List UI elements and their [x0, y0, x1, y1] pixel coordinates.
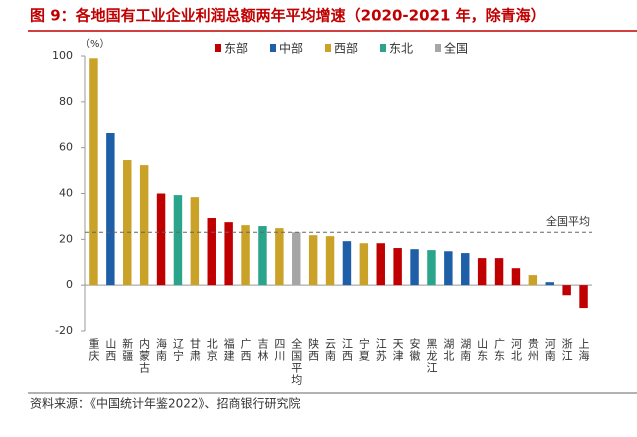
x-tick-label: 浙江	[560, 338, 573, 362]
legend-label: 西部	[334, 41, 358, 56]
x-tick-label: 云南	[324, 338, 337, 362]
y-tick-label: 60	[59, 141, 73, 154]
bar	[579, 285, 588, 309]
bar	[427, 250, 436, 286]
x-tick-label: 上海	[577, 338, 590, 362]
legend-swatch	[380, 44, 386, 52]
bar	[376, 243, 385, 286]
x-tick-label: 山东	[476, 338, 489, 362]
bar	[173, 195, 183, 286]
x-tick-label: 黑龙江	[425, 338, 438, 374]
x-tick-label: 重庆	[87, 337, 100, 362]
bar	[224, 222, 233, 286]
x-tick-label: 内蒙古	[138, 337, 151, 374]
y-tick-label: 20	[59, 232, 73, 245]
bar	[275, 228, 284, 286]
x-tick-label: 河南	[543, 338, 556, 362]
bar	[106, 133, 115, 286]
x-tick-label: 山西	[104, 338, 117, 362]
x-tick-label: 吉林	[256, 338, 269, 362]
bar	[292, 232, 301, 286]
bar	[545, 282, 554, 286]
x-tick-label: 湖南	[459, 338, 472, 362]
legend-swatch	[215, 44, 221, 52]
bar	[461, 253, 470, 286]
x-tick-label: 陕西	[307, 337, 320, 362]
bar	[89, 58, 98, 286]
x-tick-label: 甘肃	[188, 338, 201, 362]
bar	[207, 218, 216, 286]
y-tick-label: 40	[59, 187, 73, 200]
x-tick-label: 江苏	[374, 338, 387, 362]
legend-swatch	[325, 44, 331, 52]
bar	[190, 197, 200, 286]
x-tick-label: 海南	[155, 337, 168, 362]
x-tick-label: 贵州	[526, 338, 539, 362]
legend-swatch	[270, 44, 276, 52]
x-tick-label: 广西	[239, 338, 252, 362]
x-tick-label: 辽宁	[171, 338, 184, 362]
chart-title: 图 9：各地国有工业企业利润总额两年平均增速（2020-2021 年，除青海）	[30, 7, 546, 25]
x-tick-label: 四川	[273, 338, 286, 362]
x-tick-label: 天津	[391, 338, 404, 362]
x-tick-label: 河北	[509, 338, 522, 362]
bar	[494, 258, 504, 286]
bar	[444, 251, 453, 286]
bar	[325, 236, 335, 286]
x-tick-label: 全国平均	[290, 337, 303, 386]
x-tick-label: 宁夏	[357, 337, 370, 362]
legend-label: 中部	[279, 41, 303, 56]
bar	[156, 193, 166, 286]
x-tick-label: 北京	[205, 338, 218, 362]
x-tick-label: 新疆	[121, 337, 134, 362]
bar	[139, 165, 149, 286]
x-tick-label: 安徽	[408, 337, 421, 362]
source: 资料来源：《中国统计年鉴2022》、招商银行研究院	[30, 396, 301, 411]
legend-swatch	[435, 44, 441, 52]
y-tick-label: -20	[55, 324, 73, 337]
y-unit: （%）	[80, 38, 110, 50]
legend-label: 全国	[444, 41, 468, 56]
bar	[258, 226, 267, 286]
bar	[342, 241, 352, 286]
y-tick-label: 0	[66, 278, 73, 291]
x-tick-label: 江西	[340, 338, 353, 362]
bar	[511, 268, 521, 286]
reference-label: 全国平均	[546, 214, 590, 228]
y-tick-label: 80	[59, 95, 73, 108]
bar	[393, 248, 402, 286]
legend-label: 东北	[389, 42, 413, 56]
x-tick-label: 湖北	[442, 338, 455, 362]
y-tick-label: 100	[52, 49, 73, 62]
bar	[562, 285, 571, 296]
x-tick-label: 福建	[222, 337, 235, 362]
bar	[528, 275, 538, 286]
bar	[410, 249, 419, 286]
bar	[359, 243, 369, 286]
bar	[308, 235, 318, 286]
bar	[477, 258, 487, 286]
bar	[123, 160, 132, 286]
legend-label: 东部	[224, 41, 248, 56]
bar	[241, 225, 250, 286]
x-tick-label: 广东	[493, 338, 506, 362]
